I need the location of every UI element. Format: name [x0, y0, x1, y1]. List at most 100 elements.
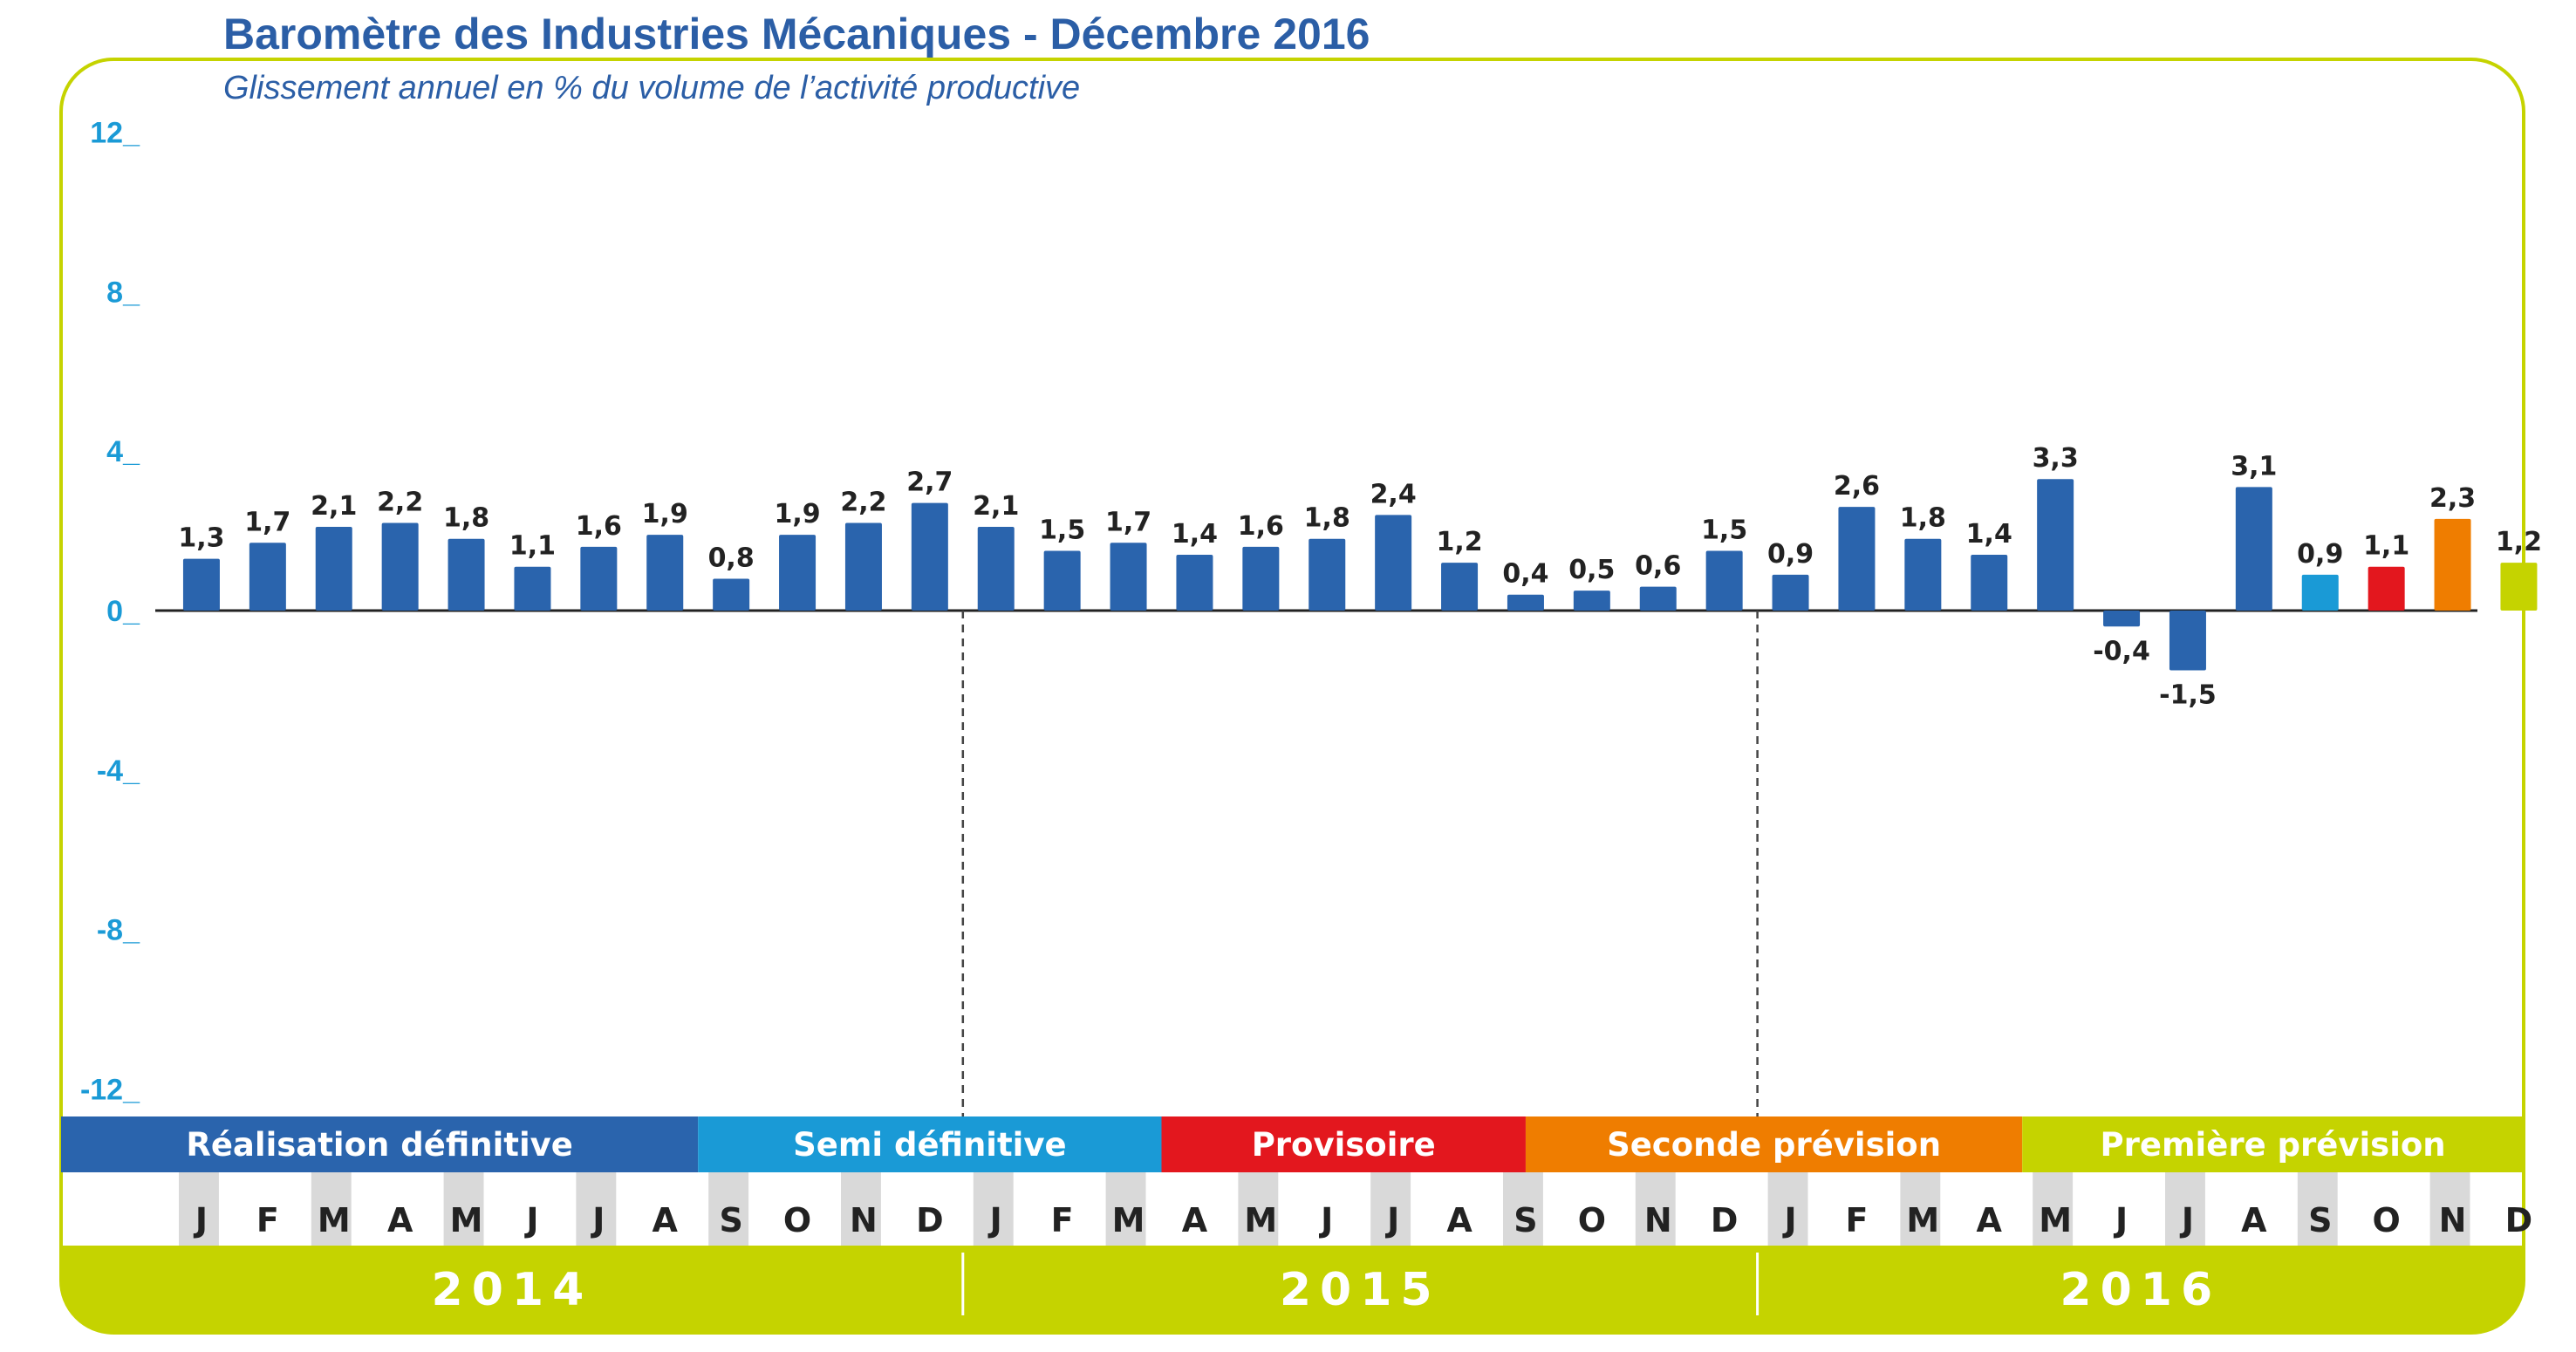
phase-label: Provisoire	[1252, 1126, 1436, 1164]
bar-value-label: 1,7	[1105, 507, 1151, 537]
month-label: A	[1182, 1201, 1208, 1239]
bar	[182, 558, 220, 611]
bar-value-label: 2,6	[1834, 471, 1880, 502]
month-band-stripe	[2429, 1172, 2470, 1246]
bar-value-label: 2,2	[377, 487, 423, 517]
bar	[1242, 546, 1280, 611]
month-band-stripe	[2033, 1172, 2074, 1246]
bar	[1043, 550, 1081, 611]
bar-value-label: 1,9	[774, 499, 820, 529]
phase-segment	[698, 1116, 1162, 1172]
bar	[2169, 611, 2206, 671]
month-band-stripe	[179, 1172, 219, 1246]
y-tick-label: -4_	[97, 755, 140, 788]
bar-value-label: 1,2	[2496, 527, 2542, 557]
month-label: F	[1051, 1201, 1074, 1239]
bar	[911, 502, 948, 611]
bar-value-label: 3,1	[2231, 451, 2277, 481]
bar-value-label: 1,1	[2363, 531, 2409, 562]
bar	[2235, 487, 2272, 611]
bar-value-label: 1,4	[1172, 519, 1218, 550]
bar-value-label: 1,5	[1039, 515, 1085, 545]
bar-value-label: 3,3	[2033, 443, 2079, 474]
month-label: J	[987, 1201, 1002, 1239]
phase-label: Première prévision	[2101, 1126, 2446, 1164]
month-label: D	[1711, 1201, 1739, 1239]
bar	[1176, 555, 1213, 611]
month-label: N	[850, 1201, 878, 1239]
bar-value-label: 1,8	[1304, 503, 1350, 534]
month-label: O	[1578, 1201, 1606, 1239]
bar-value-label: 2,3	[2429, 483, 2476, 514]
month-label: S	[2308, 1201, 2332, 1239]
year-label: 2014	[432, 1264, 593, 1316]
bar-value-label: 1,6	[576, 511, 622, 542]
month-band-stripe	[973, 1172, 1014, 1246]
year-label: 2015	[1280, 1264, 1441, 1316]
y-tick-label: 8_	[106, 276, 140, 309]
bar-value-label: 0,9	[2297, 539, 2343, 570]
bar-value-label: 0,5	[1568, 555, 1615, 585]
month-label: J	[2179, 1201, 2194, 1239]
bar	[1110, 543, 1147, 611]
bar-value-label: 0,9	[1767, 539, 1814, 570]
bar	[1838, 507, 1876, 611]
year-label: 2016	[2060, 1264, 2221, 1316]
bar	[315, 527, 352, 611]
bar-value-label: 1,5	[1701, 515, 1747, 545]
month-label: J	[1318, 1201, 1333, 1239]
month-label: A	[1446, 1201, 1472, 1239]
bar	[844, 522, 882, 611]
month-label: F	[1845, 1201, 1868, 1239]
bar	[514, 566, 551, 611]
bar-value-label: 2,2	[840, 487, 886, 517]
y-tick-label: -8_	[97, 914, 140, 947]
month-label: A	[387, 1201, 413, 1239]
bar-value-label: 2,1	[311, 491, 357, 522]
bar	[2037, 479, 2074, 611]
month-label: A	[2241, 1201, 2267, 1239]
chart-title: Baromètre des Industries Mécaniques - Dé…	[223, 10, 1370, 58]
month-band-stripe	[1105, 1172, 1146, 1246]
y-tick-label: 12_	[90, 117, 140, 150]
month-label: J	[193, 1201, 208, 1239]
bar	[580, 546, 618, 611]
bar	[646, 535, 684, 611]
bar	[977, 527, 1015, 611]
bar-value-label: -1,5	[2159, 680, 2217, 711]
bar	[381, 522, 419, 611]
y-tick-label: 4_	[106, 435, 140, 468]
month-label: O	[2372, 1201, 2400, 1239]
bar	[2434, 518, 2471, 611]
month-label: J	[1384, 1201, 1399, 1239]
bar	[1573, 591, 1610, 611]
bar-value-label: 1,9	[642, 499, 688, 529]
chart-frame	[59, 58, 2525, 1335]
month-label: N	[1644, 1201, 1672, 1239]
month-band-stripe	[311, 1172, 352, 1246]
bar	[2103, 611, 2141, 627]
month-label: M	[1112, 1201, 1145, 1239]
bar	[448, 538, 485, 611]
month-band-stripe	[1238, 1172, 1279, 1246]
bar-value-label: 0,4	[1502, 559, 1548, 590]
bar	[1308, 538, 1346, 611]
phase-segment	[1525, 1116, 2023, 1172]
bar-value-label: 2,7	[906, 468, 953, 498]
month-label: M	[1244, 1201, 1277, 1239]
bar-value-label: 1,2	[1436, 527, 1482, 557]
bar	[1441, 563, 1479, 611]
month-band-stripe	[1635, 1172, 1676, 1246]
month-band-stripe	[708, 1172, 749, 1246]
month-band-stripe	[1503, 1172, 1543, 1246]
month-band-stripe	[2297, 1172, 2338, 1246]
year-band	[61, 1246, 2524, 1333]
month-band-stripe	[443, 1172, 484, 1246]
bar	[2500, 563, 2538, 611]
month-label: M	[1906, 1201, 1939, 1239]
month-label: D	[2505, 1201, 2533, 1239]
bar	[2301, 574, 2339, 611]
month-label: M	[2039, 1201, 2072, 1239]
bar	[1375, 515, 1412, 611]
